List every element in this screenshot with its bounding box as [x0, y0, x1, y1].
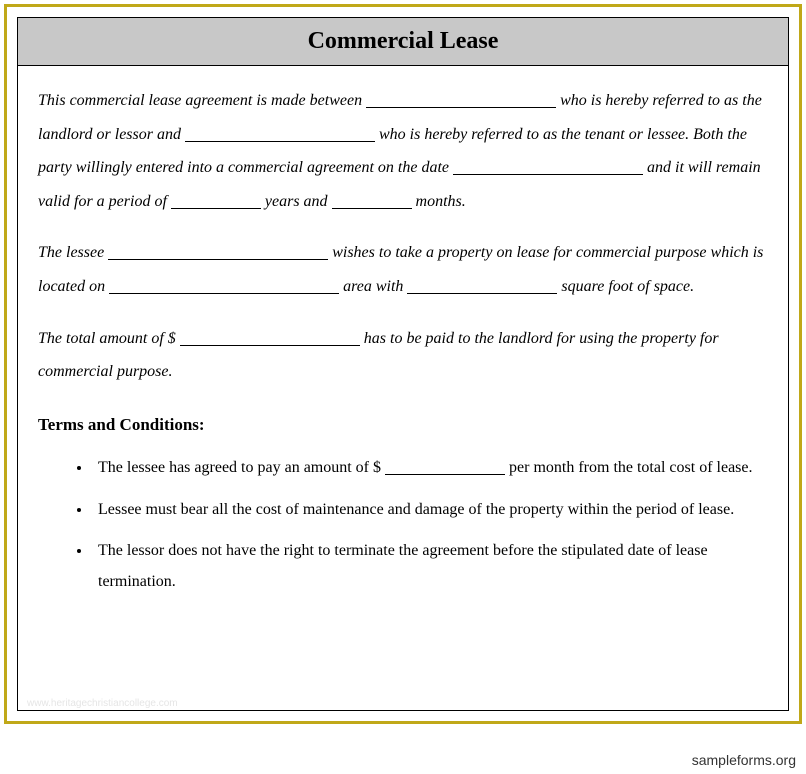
blank-landlord-name[interactable] [366, 91, 556, 108]
terms-heading: Terms and Conditions: [38, 407, 768, 443]
paragraph-property: The lessee wishes to take a property on … [38, 236, 768, 303]
text-segment: area with [343, 278, 407, 295]
blank-total-amount[interactable] [180, 329, 360, 346]
paragraph-parties: This commercial lease agreement is made … [38, 84, 768, 218]
paragraph-amount: The total amount of $ has to be paid to … [38, 322, 768, 389]
blank-tenant-name[interactable] [185, 125, 375, 142]
text-segment: The total amount of $ [38, 330, 180, 347]
terms-item: The lessee has agreed to pay an amount o… [92, 452, 768, 483]
document-body: This commercial lease agreement is made … [18, 66, 788, 617]
text-segment: The lessee has agreed to pay an amount o… [98, 459, 385, 476]
document-frame: Commercial Lease This commercial lease a… [17, 17, 789, 711]
watermark-text: www.heritagechristiancollege.com [27, 698, 178, 709]
terms-item: Lessee must bear all the cost of mainten… [92, 494, 768, 525]
attribution-text: sampleforms.org [692, 752, 796, 768]
text-segment: months. [416, 193, 466, 210]
blank-monthly-amount[interactable] [385, 458, 505, 475]
blank-agreement-date[interactable] [453, 158, 643, 175]
text-segment: The lessee [38, 244, 108, 261]
terms-item: The lessor does not have the right to te… [92, 535, 768, 597]
blank-location[interactable] [109, 277, 339, 294]
text-segment: per month from the total cost of lease. [509, 459, 752, 476]
document-header: Commercial Lease [18, 18, 788, 66]
blank-lessee-name[interactable] [108, 243, 328, 260]
text-segment: years and [265, 193, 332, 210]
text-segment: square foot of space. [561, 278, 694, 295]
blank-period-years[interactable] [171, 192, 261, 209]
blank-area-sqft[interactable] [407, 277, 557, 294]
blank-period-months[interactable] [332, 192, 412, 209]
outer-border: Commercial Lease This commercial lease a… [4, 4, 802, 724]
text-segment: This commercial lease agreement is made … [38, 92, 366, 109]
document-title: Commercial Lease [18, 28, 788, 55]
terms-list: The lessee has agreed to pay an amount o… [38, 452, 768, 597]
